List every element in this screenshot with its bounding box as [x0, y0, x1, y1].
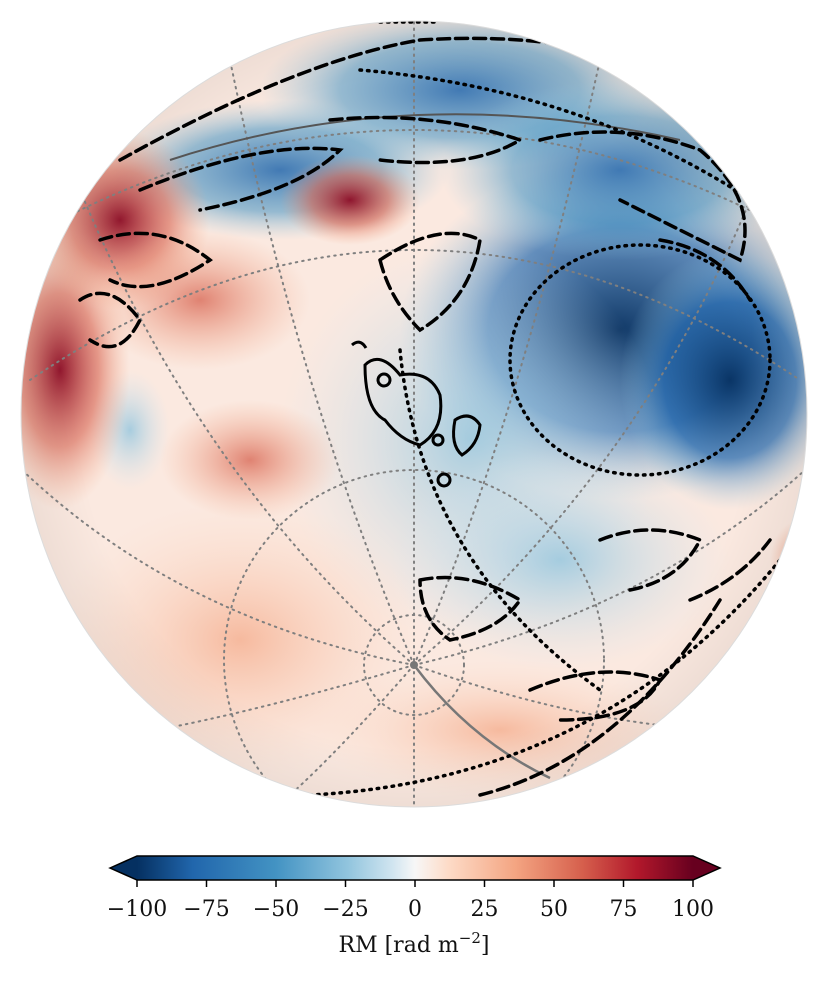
colorbar: −100 −75 −50 −25 0 25 50 75 100 RM [rad m−2] [107, 855, 722, 958]
colorbar-tick-label: 75 [610, 897, 638, 922]
solid-contour-small-3 [436, 472, 452, 488]
colorbar-tick-label: −50 [253, 897, 299, 922]
graticule-parallel-north [29, 249, 801, 381]
dashed-contour-northwest-2 [98, 231, 213, 289]
colorbar-label-suffix: ] [481, 933, 490, 958]
dotted-contour-east [508, 243, 772, 477]
globe-map [21, 21, 807, 807]
colorbar-tick-label: −25 [322, 897, 368, 922]
dashed-contour-south-limb [478, 598, 722, 797]
pole-marker [410, 661, 418, 669]
colorbar-tick-label: −100 [107, 897, 167, 922]
globe-outline [20, 20, 808, 808]
solid-contour-small-2 [431, 433, 445, 447]
dashed-contour-east-south [688, 538, 772, 602]
graticule-meridian-6 [413, 59, 601, 666]
solid-contour-small-1 [376, 372, 392, 388]
dotted-contour-inner-arc [398, 348, 602, 692]
dashed-contour-east-1 [658, 238, 752, 302]
solid-contours [351, 340, 482, 488]
graticule-parallel-far-north [59, 129, 771, 221]
reference-curve-south [412, 664, 551, 780]
dashed-contour-west [78, 291, 143, 349]
graticule-meridian-5 [289, 664, 415, 796]
colorbar-tick-label: 25 [471, 897, 499, 922]
dashed-contour-north-center [328, 115, 525, 165]
graticule-meridian-2 [79, 189, 415, 666]
solid-contour-center-2 [452, 414, 482, 457]
solid-contour-small-4 [351, 340, 368, 349]
dashed-contour-northeast [538, 130, 747, 263]
colorbar-label: RM [rad m−2] [339, 929, 490, 958]
colorbar-tick-label: −75 [183, 897, 229, 922]
graticule-meridian-9 [413, 664, 741, 731]
colorbar-tick-label: 100 [672, 897, 714, 922]
dashed-contour-center [378, 231, 482, 333]
dashed-contour-southeast-1 [598, 528, 703, 592]
colorbar-tick-label: 50 [540, 897, 568, 922]
colorbar-label-prefix: RM [rad m [339, 933, 459, 958]
solid-contour-center-1 [363, 357, 443, 447]
colorbar-gradient [137, 856, 693, 880]
graticule-meridian-3 [21, 469, 415, 666]
dashed-contour-northwest-1 [138, 146, 344, 212]
graticule [21, 21, 806, 807]
dashed-contour-south-center [418, 575, 523, 642]
colorbar-ticks: −100 −75 −50 −25 0 25 50 75 100 [107, 880, 714, 922]
colorbar-extend-min [110, 856, 137, 880]
graticule-circle-2 [223, 469, 605, 807]
colorbar-tick-label: 0 [408, 897, 422, 922]
colorbar-label-exponent: −2 [459, 929, 481, 947]
dotted-contour-south-arc [308, 558, 782, 797]
colorbar-extend-max [693, 856, 720, 880]
dotted-contour-north-arc [358, 68, 782, 222]
